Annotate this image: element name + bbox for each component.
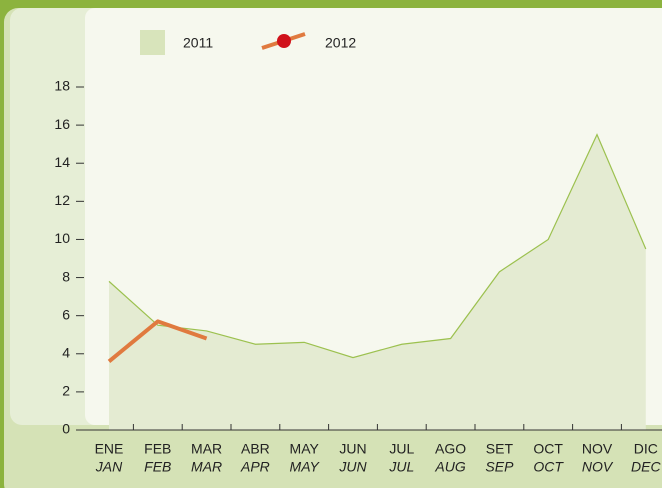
y-tick-label: 0 [62, 421, 70, 437]
legend-swatch [140, 30, 165, 55]
x-tick-label: FEB [144, 441, 171, 457]
x-tick-label: DIC [634, 441, 658, 457]
x-tick-label-en: NOV [582, 459, 614, 475]
x-tick-label-en: APR [240, 459, 270, 475]
y-tick-label: 4 [62, 344, 70, 360]
x-tick-label-en: MAY [290, 459, 321, 475]
x-tick-label: ABR [241, 441, 270, 457]
y-tick-label: 12 [54, 192, 70, 208]
y-tick-label: 14 [54, 154, 70, 170]
x-tick-label: ENE [95, 441, 124, 457]
x-tick-label-en: AUG [434, 459, 465, 475]
x-tick-label-en: DEC [631, 459, 661, 475]
x-tick-label: JUN [339, 441, 366, 457]
x-tick-label-en: MAR [191, 459, 222, 475]
y-tick-label: 10 [54, 230, 70, 246]
x-tick-label: AGO [435, 441, 466, 457]
x-tick-label-en: FEB [144, 459, 171, 475]
y-tick-label: 6 [62, 306, 70, 322]
x-tick-label-en: JUN [338, 459, 367, 475]
y-tick-label: 18 [54, 78, 70, 94]
y-tick-label: 8 [62, 268, 70, 284]
x-tick-label: MAY [290, 441, 320, 457]
x-tick-label: OCT [533, 441, 563, 457]
x-tick-label: SET [486, 441, 514, 457]
line [107, 319, 208, 363]
x-tick-label-en: JAN [95, 459, 123, 475]
x-tick-label-en: JUL [388, 459, 414, 475]
area [109, 134, 646, 430]
legend-dot [277, 34, 291, 48]
x-tick-label: NOV [582, 441, 613, 457]
x-tick-label: JUL [389, 441, 414, 457]
x-tick-label-en: SEP [485, 459, 514, 475]
area-line [108, 133, 647, 359]
y-tick-label: 16 [54, 116, 70, 132]
legend-label: 2012 [325, 35, 356, 51]
legend-label: 2011 [183, 35, 213, 51]
y-tick-label: 2 [62, 383, 70, 399]
x-tick-label: MAR [191, 441, 222, 457]
x-tick-label-en: OCT [533, 459, 564, 475]
